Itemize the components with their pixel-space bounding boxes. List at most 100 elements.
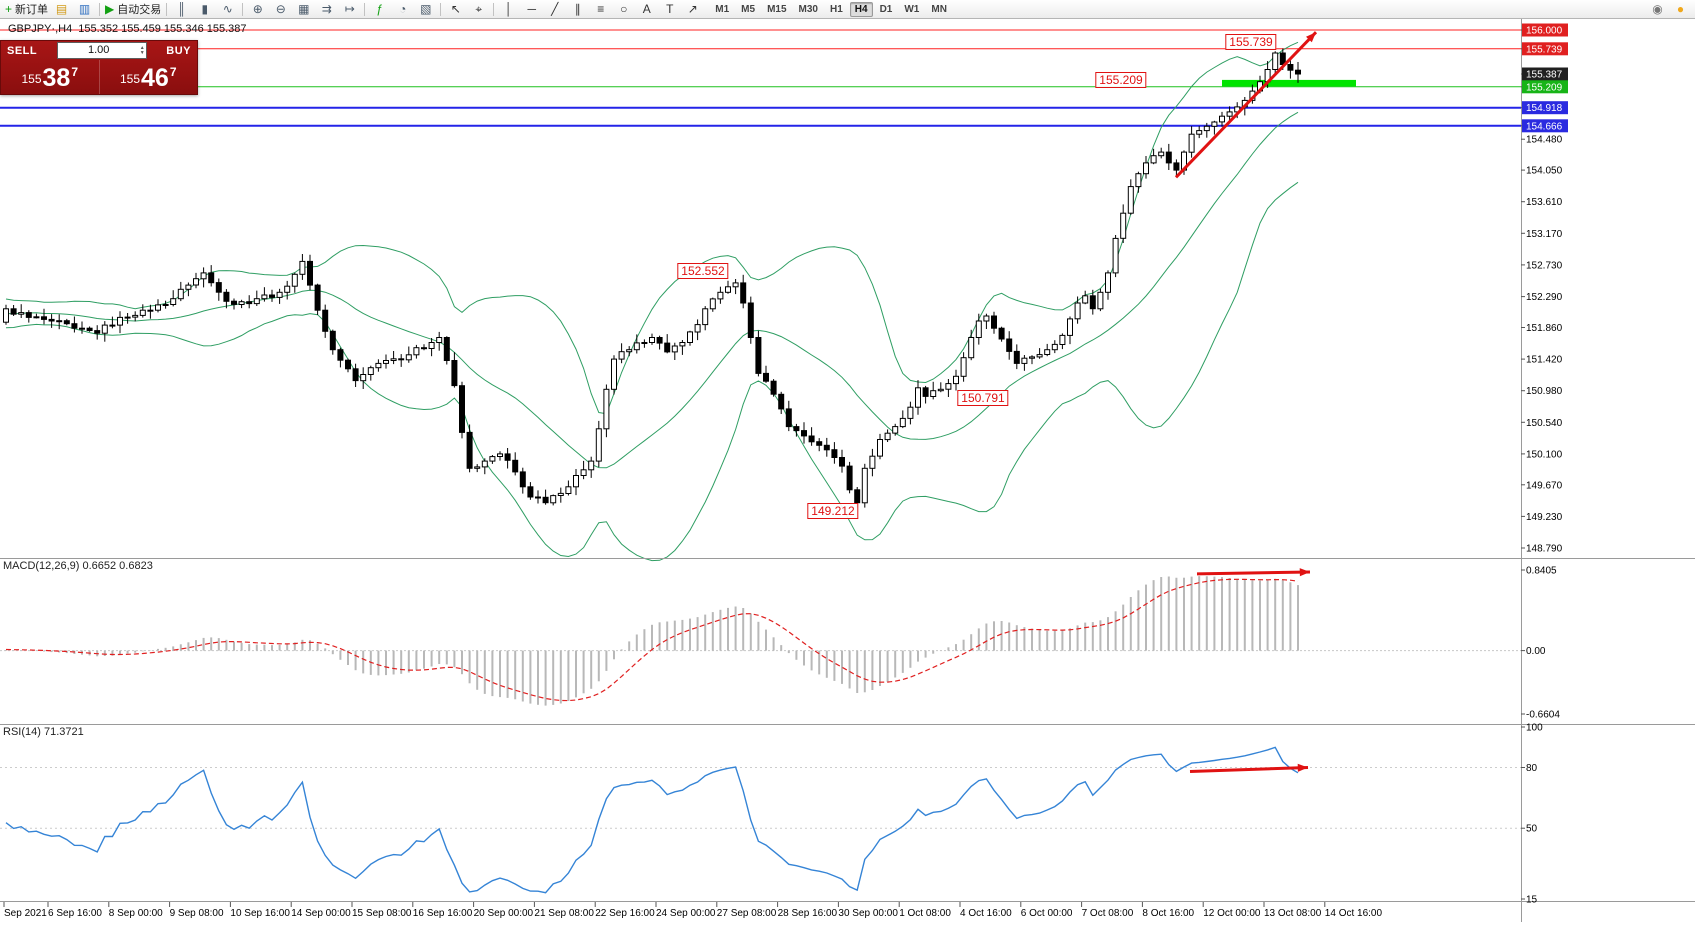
rsi-scale-label: 15 xyxy=(1526,895,1538,906)
toolbar-divider xyxy=(493,2,495,16)
price-scale-label: 154.050 xyxy=(1526,166,1563,177)
equidistant-channel-icon[interactable]: ∥ xyxy=(566,1,589,18)
chart-bars-glyph: ║ xyxy=(177,2,186,16)
price-scale-label: 152.730 xyxy=(1526,260,1563,271)
price-scale-label: 152.290 xyxy=(1526,292,1563,303)
horizontal-line-glyph: ─ xyxy=(527,2,536,16)
chart-shift-icon[interactable]: ↦ xyxy=(338,1,361,18)
zoom-in-icon[interactable]: ⊕ xyxy=(246,1,269,18)
macd-scale-label: -0.6604 xyxy=(1526,710,1560,721)
text-icon[interactable]: A xyxy=(635,1,658,18)
price-scale-label: 151.420 xyxy=(1526,355,1563,366)
auto-trading-icon[interactable]: ▶ 自动交易 xyxy=(103,1,163,18)
macd-scale-label: 0.8405 xyxy=(1526,566,1557,577)
quick-search-icon[interactable]: ◉ xyxy=(1646,1,1669,18)
chart-line-glyph: ∿ xyxy=(222,2,233,16)
time-axis-label: 8 Oct 16:00 xyxy=(1142,908,1194,919)
macd-histogram xyxy=(5,576,1299,706)
zoom-out-glyph: ⊖ xyxy=(275,2,286,16)
chart-candles-icon[interactable]: ▮ xyxy=(193,1,216,18)
chart-window-glyph: ▤ xyxy=(55,2,68,16)
toolbar-divider xyxy=(99,2,101,16)
trendline-icon[interactable]: ╱ xyxy=(543,1,566,18)
notification-icon[interactable]: ● xyxy=(1669,1,1692,18)
macd-signal-line xyxy=(5,578,1299,702)
price-scale-label: 155.739 xyxy=(1526,44,1563,55)
time-axis-label: 14 Oct 16:00 xyxy=(1325,908,1383,919)
new-order-icon[interactable]: + 新订单 xyxy=(3,1,50,18)
time-axis-label: 22 Sep 16:00 xyxy=(595,908,655,919)
auto-scroll-glyph: ⇉ xyxy=(321,2,332,16)
timeframe-mn-button[interactable]: MN xyxy=(931,3,947,15)
price-scale-label: 156.000 xyxy=(1526,26,1563,37)
market-watch-icon[interactable]: ▥ xyxy=(73,1,96,18)
timeframe-m15-button[interactable]: M15 xyxy=(767,3,787,15)
green-band-drawing[interactable] xyxy=(1222,79,1356,87)
horizontal-line-icon[interactable]: ─ xyxy=(520,1,543,18)
time-axis-label: 15 Sep 08:00 xyxy=(352,908,412,919)
time-axis-label: Sep 2021 xyxy=(4,908,47,919)
equidistant-channel-glyph: ∥ xyxy=(574,2,581,16)
price-scale-label: 154.480 xyxy=(1526,135,1563,146)
price-scale-label: 150.100 xyxy=(1526,449,1563,460)
arrows-tool-icon[interactable]: ↗ xyxy=(681,1,704,18)
zoom-out-icon[interactable]: ⊖ xyxy=(269,1,292,18)
timeframe-w1-button[interactable]: W1 xyxy=(904,3,920,15)
price-scale-label: 150.980 xyxy=(1526,386,1563,397)
zoom-in-glyph: ⊕ xyxy=(252,2,263,16)
timeframe-h4-button[interactable]: H4 xyxy=(849,1,873,17)
timeframe-d1-button[interactable]: D1 xyxy=(879,3,893,15)
tile-windows-icon[interactable]: ▦ xyxy=(292,1,315,18)
time-axis-label: 16 Sep 16:00 xyxy=(413,908,473,919)
rsi-scale-label: 50 xyxy=(1526,824,1538,835)
vertical-line-icon[interactable]: │ xyxy=(497,1,520,18)
time-axis-label: 7 Oct 08:00 xyxy=(1082,908,1134,919)
templates-icon[interactable]: ▧ xyxy=(414,1,437,18)
text-label-glyph: T xyxy=(666,2,674,16)
templates-glyph: ▧ xyxy=(420,2,432,16)
rsi-arrow[interactable] xyxy=(1189,763,1309,773)
crosshair-icon[interactable]: ⌖ xyxy=(467,1,490,18)
time-axis-label: 14 Sep 00:00 xyxy=(291,908,351,919)
auto-trading-label: 自动交易 xyxy=(117,4,162,16)
chart-plot-area[interactable] xyxy=(0,19,1521,922)
toolbar-divider xyxy=(364,2,366,16)
time-axis-label: 30 Sep 00:00 xyxy=(838,908,898,919)
fibonacci-icon[interactable]: ≡ xyxy=(589,1,612,18)
time-axis-label: 6 Sep 16:00 xyxy=(48,908,102,919)
price-scale-label: 154.666 xyxy=(1526,121,1563,132)
time-axis[interactable]: Sep 2021 6 Sep 16:00 8 Sep 00:00 9 Sep 08:0… xyxy=(3,902,1383,919)
chart-line-icon[interactable]: ∿ xyxy=(216,1,239,18)
shapes-icon[interactable]: ○ xyxy=(612,1,635,18)
time-axis-label: 27 Sep 08:00 xyxy=(717,908,777,919)
trend-arrow[interactable] xyxy=(1174,31,1318,179)
timeframe-h1-button[interactable]: H1 xyxy=(829,3,843,15)
timeframe-m30-button[interactable]: M30 xyxy=(798,3,818,15)
market-watch-glyph: ▥ xyxy=(78,2,91,16)
chart-window-icon[interactable]: ▤ xyxy=(50,1,73,18)
cursor-icon[interactable]: ↖ xyxy=(444,1,467,18)
timeframe-m1-button[interactable]: M1 xyxy=(715,3,730,15)
toolbar-divider xyxy=(242,2,244,16)
chart-candles-glyph: ▮ xyxy=(201,2,209,16)
macd-arrow[interactable] xyxy=(1196,568,1311,577)
indicators-icon[interactable]: ƒ xyxy=(368,1,391,18)
price-scale-label: 153.610 xyxy=(1526,197,1563,208)
bollinger-band-lower xyxy=(5,181,1299,562)
timeframe-m5-button[interactable]: M5 xyxy=(741,3,756,15)
time-axis-label: 24 Sep 00:00 xyxy=(656,908,716,919)
price-scale-label: 155.387 xyxy=(1526,70,1563,81)
price-scale-label: 155.209 xyxy=(1526,82,1563,93)
vertical-line-glyph: │ xyxy=(505,2,513,16)
periods-icon[interactable]: ◔ xyxy=(391,1,414,18)
auto-scroll-icon[interactable]: ⇉ xyxy=(315,1,338,18)
tile-windows-glyph: ▦ xyxy=(298,2,310,16)
time-axis-label: 8 Sep 00:00 xyxy=(109,908,163,919)
chart-bars-icon[interactable]: ║ xyxy=(170,1,193,18)
notification-glyph: ● xyxy=(1676,2,1685,16)
rsi-scale-label: 100 xyxy=(1526,723,1543,734)
cursor-glyph: ↖ xyxy=(450,2,461,16)
text-label-icon[interactable]: T xyxy=(658,1,681,18)
toolbar-divider xyxy=(440,2,442,16)
